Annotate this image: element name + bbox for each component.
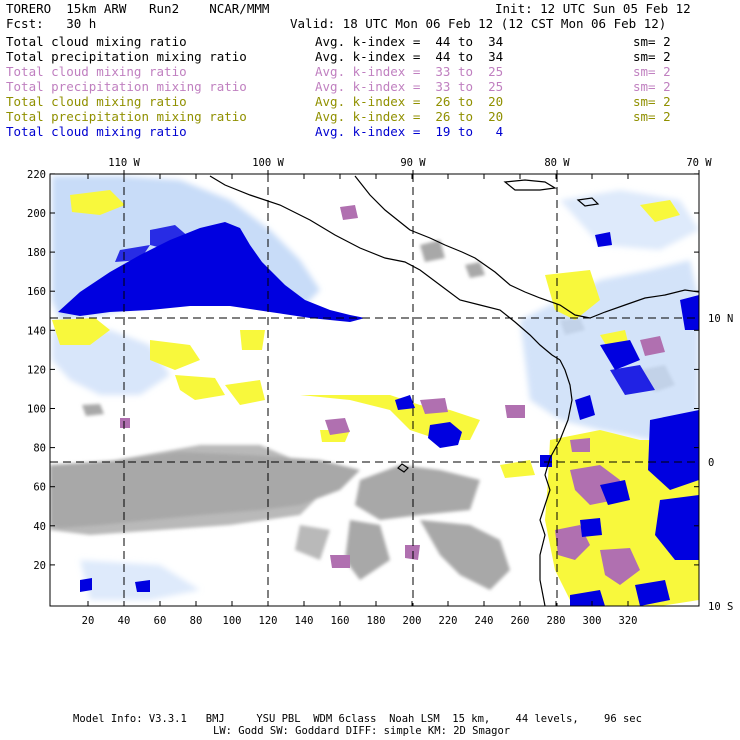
legend-sm: sm= 2 (633, 34, 671, 49)
x-tick-label: 80 (190, 615, 203, 627)
x-tick-label: 320 (619, 615, 638, 627)
legend-sm: sm= 2 (633, 79, 671, 94)
longitude-label: 100 W (252, 157, 284, 169)
y-tick-label: 120 (27, 364, 46, 376)
legend-name: Total precipitation mixing ratio (6, 49, 247, 64)
axis-ticks (50, 170, 700, 606)
x-tick-label: 200 (403, 615, 422, 627)
y-tick-label: 80 (33, 443, 46, 455)
init-time: Init: 12 UTC Sun 05 Feb 12 (495, 1, 691, 16)
legend-name: Total cloud mixing ratio (6, 64, 187, 79)
legend-name: Total cloud mixing ratio (6, 94, 187, 109)
legend-name: Total cloud mixing ratio (6, 34, 187, 49)
legend-name: Total precipitation mixing ratio (6, 109, 247, 124)
legend-avg: Avg. k-index = 44 to 34 (315, 49, 504, 64)
y-tick-label: 100 (27, 404, 46, 416)
legend-name: Total cloud mixing ratio (6, 124, 187, 139)
legend-avg: Avg. k-index = 26 to 20 (315, 94, 504, 109)
x-tick-label: 180 (367, 615, 386, 627)
x-tick-label: 220 (439, 615, 458, 627)
legend-avg: Avg. k-index = 19 to 4 (315, 124, 504, 139)
latitude-label: 10 S (708, 601, 733, 613)
x-tick-label: 120 (259, 615, 278, 627)
legend-sm: sm= 2 (633, 64, 671, 79)
y-tick-label: 160 (27, 286, 46, 298)
longitude-label: 90 W (400, 157, 426, 169)
x-tick-label: 100 (223, 615, 242, 627)
y-tick-label: 40 (33, 521, 46, 533)
legend-avg: Avg. k-index = 33 to 25 (315, 64, 504, 79)
legend-name: Total precipitation mixing ratio (6, 79, 247, 94)
valid-time: Valid: 18 UTC Mon 06 Feb 12 (12 CST Mon … (290, 16, 667, 31)
forecast-hour: Fcst: 30 h (6, 16, 97, 31)
x-tick-label: 60 (154, 615, 167, 627)
y-tick-label: 60 (33, 482, 46, 494)
legend-sm: sm= 2 (633, 109, 671, 124)
purple-cloud-layer (120, 205, 665, 585)
x-tick-label: 40 (118, 615, 131, 627)
x-tick-label: 240 (475, 615, 494, 627)
coastlines (209, 175, 699, 606)
plot-frame (49, 173, 700, 607)
latitude-label: 10 N (708, 313, 733, 325)
physics-info: LW: Godd SW: Goddard DIFF: simple KM: 2D… (213, 725, 511, 737)
x-tick-label: 20 (82, 615, 95, 627)
graticule (50, 174, 699, 606)
y-tick-label: 220 (27, 169, 46, 181)
blue-cloud-layer (58, 222, 699, 606)
y-tick-label: 140 (27, 325, 46, 337)
grey-cloud-layer (50, 240, 675, 590)
x-tick-label: 140 (295, 615, 314, 627)
x-tick-label: 280 (547, 615, 566, 627)
axis-labels: 220 200 180 160 140 120 100 80 60 40 20 20 40 60 80 100… (27, 157, 733, 627)
legend-avg: Avg. k-index = 33 to 25 (315, 79, 504, 94)
longitude-label: 110 W (108, 157, 140, 169)
cloud-fields (50, 175, 699, 606)
model-title: TORERO 15km ARW Run2 NCAR/MMM (6, 1, 270, 16)
y-tick-label: 200 (27, 208, 46, 220)
legend-sm: sm= 2 (633, 49, 671, 64)
x-tick-label: 260 (511, 615, 530, 627)
y-tick-label: 180 (27, 247, 46, 259)
legend-sm: sm= 2 (633, 94, 671, 109)
latitude-label: 0 (708, 457, 714, 469)
longitude-label: 80 W (544, 157, 570, 169)
legend-avg: Avg. k-index = 44 to 34 (315, 34, 504, 49)
model-info: Model Info: V3.3.1 BMJ YSU PBL WDM 6clas… (73, 713, 642, 725)
x-tick-label: 160 (331, 615, 350, 627)
legend-avg: Avg. k-index = 26 to 20 (315, 109, 504, 124)
x-tick-label: 300 (583, 615, 602, 627)
y-tick-label: 20 (33, 560, 46, 572)
longitude-label: 70 W (686, 157, 712, 169)
